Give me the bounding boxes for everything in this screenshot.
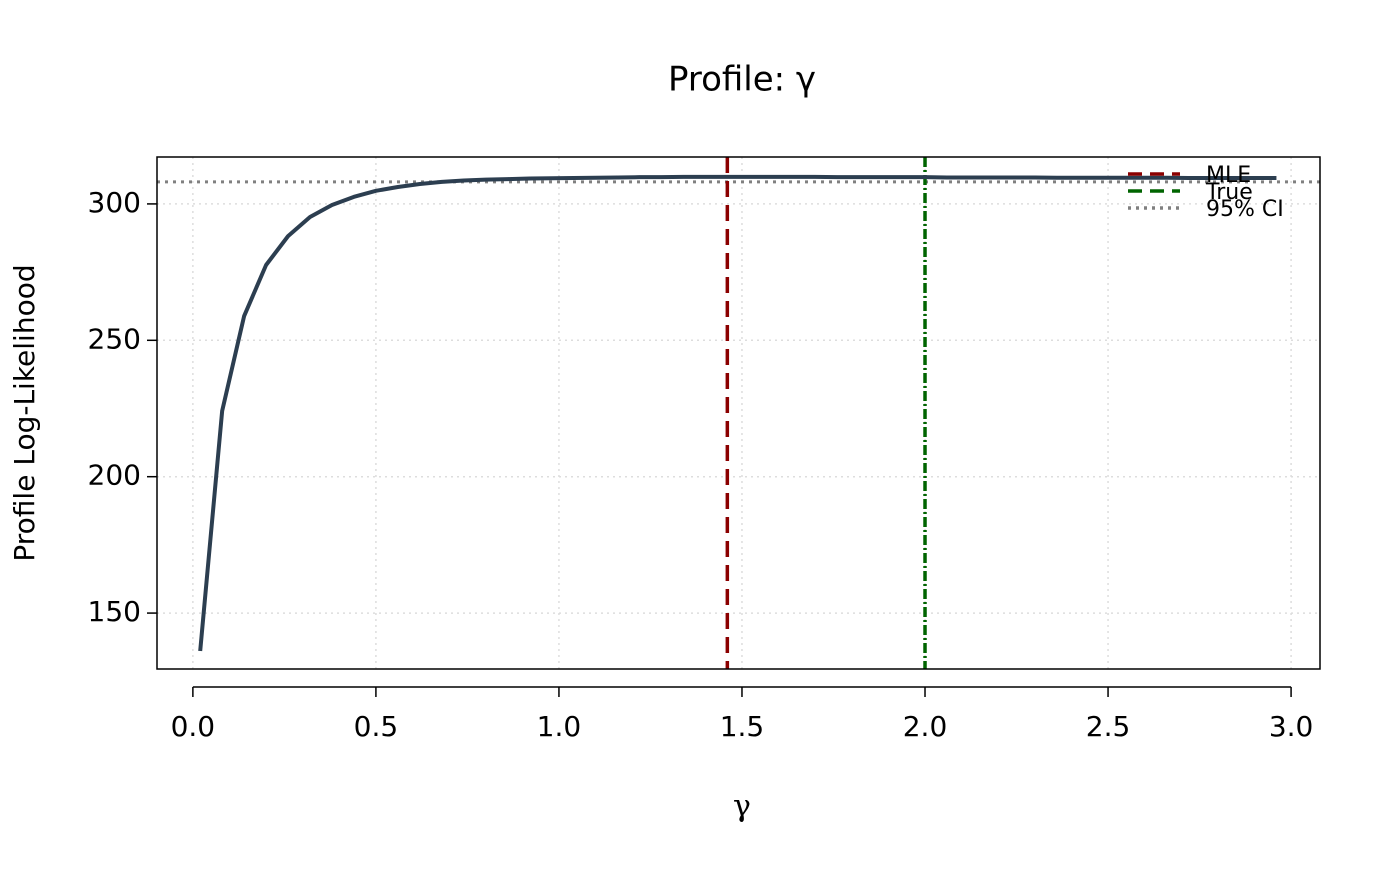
profile-line bbox=[198, 174, 1277, 652]
x-tick-label: 0.5 bbox=[354, 710, 399, 743]
x-tick-label: 1.0 bbox=[537, 710, 582, 743]
plot-area bbox=[157, 157, 1320, 669]
x-tick-label: 0.0 bbox=[171, 710, 216, 743]
y-axis-label: Profile Log-Likelihood bbox=[8, 264, 41, 561]
x-tick-label: 3.0 bbox=[1269, 710, 1314, 743]
chart-title: Profile: γ bbox=[668, 60, 816, 100]
y-tick-label: 300 bbox=[88, 186, 141, 219]
legend-label: MLE bbox=[1206, 163, 1251, 188]
x-axis-label: γ bbox=[733, 789, 751, 824]
legend-label: True bbox=[1205, 180, 1253, 205]
plot-frame bbox=[156, 156, 1321, 670]
y-tick-label: 250 bbox=[88, 322, 141, 355]
x-tick-label: 1.5 bbox=[720, 710, 765, 743]
y-tick-label: 150 bbox=[88, 595, 141, 628]
x-tick-label: 2.5 bbox=[1086, 710, 1131, 743]
x-tick-label: 2.0 bbox=[903, 710, 948, 743]
y-tick-label: 200 bbox=[88, 459, 141, 492]
legend-label: 95% CI bbox=[1206, 197, 1284, 222]
